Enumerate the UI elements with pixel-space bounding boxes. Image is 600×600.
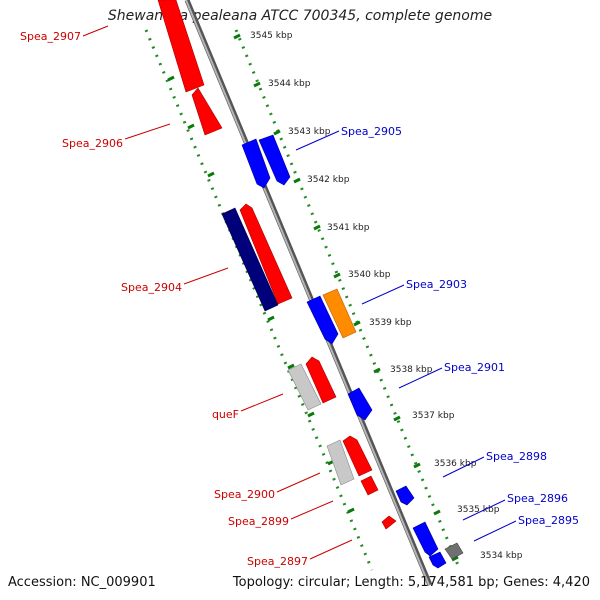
kbp-label: 3542 kbp (307, 175, 350, 185)
kbp-label: 3539 kbp (369, 318, 412, 328)
gene-arrow-spea-2905-b[interactable] (258, 134, 291, 186)
backbone (184, 0, 433, 586)
kbp-label: 3534 kbp (480, 551, 523, 561)
gene-label-spea-2906[interactable]: Spea_2906 (62, 137, 123, 150)
gene-arrow-spea-2903-orange[interactable] (322, 288, 357, 339)
kbp-label: 3536 kbp (434, 459, 477, 469)
gene-arrow-spea-2895-blue[interactable] (428, 551, 447, 569)
ruler-lanes (144, 29, 462, 571)
kbp-tick-minor (347, 507, 355, 514)
genome-summary-text: Topology: circular; Length: 5,174,581 bp… (232, 575, 590, 590)
gene-arrow-spea-2896[interactable] (412, 521, 439, 557)
kbp-tick (313, 224, 321, 231)
gene-label-spea-2903[interactable]: Spea_2903 (406, 278, 467, 291)
leader-line (276, 472, 321, 493)
left-lane-line (144, 29, 374, 571)
leader-line (124, 123, 171, 140)
gene-arrow-spea-2900-red[interactable] (342, 435, 373, 477)
leader-line (361, 284, 405, 305)
kbp-label: 3540 kbp (348, 270, 391, 280)
kbp-label: 3545 kbp (250, 31, 293, 41)
gene-arrow-quef-gray[interactable] (287, 363, 322, 411)
kbp-label: 3538 kbp (390, 365, 433, 375)
kbp-tick-minor (207, 171, 215, 178)
gene-arrow-spea-2905-a[interactable] (241, 138, 271, 189)
kbp-tick-minor (267, 315, 275, 322)
gene-label-quef[interactable]: queF (212, 408, 239, 421)
gene-label-spea-2907[interactable]: Spea_2907 (20, 30, 81, 43)
leader-line (309, 539, 353, 560)
kbp-ticks (167, 33, 459, 562)
gene-label-spea-2905[interactable]: Spea_2905 (341, 125, 402, 138)
accession-text: Accession: NC_009901 (8, 575, 156, 590)
kbp-label: 3544 kbp (268, 79, 311, 89)
kbp-tick-minor (307, 411, 315, 418)
kbp-tick (373, 367, 381, 374)
gene-label-spea-2895[interactable]: Spea_2895 (518, 514, 579, 527)
gene-arrow-quef-red[interactable] (305, 356, 337, 404)
kbp-label: 3537 kbp (412, 411, 455, 421)
leader-line (473, 520, 517, 542)
leader-line (240, 393, 284, 412)
leader-line (82, 25, 109, 37)
kbp-tick (353, 320, 361, 327)
gene-arrow-spea-2903-blue[interactable] (306, 295, 339, 345)
kbp-tick (293, 177, 301, 184)
gene-label-spea-2898[interactable]: Spea_2898 (486, 450, 547, 463)
gene-features (157, 0, 464, 569)
kbp-tick (451, 555, 459, 562)
gene-label-spea-2897[interactable]: Spea_2897 (247, 555, 308, 568)
gene-arrow-spea-2907[interactable] (157, 0, 205, 93)
leader-line (295, 130, 340, 151)
kbp-tick (393, 415, 401, 422)
left-gene-labels: Spea_2907 Spea_2906 Spea_2904 queF Spea_… (20, 30, 308, 568)
gene-arrow-spea-2906[interactable] (191, 87, 223, 136)
genome-title: Shewanella pealeana ATCC 700345, complet… (107, 8, 493, 24)
leader-line (442, 456, 485, 478)
gene-arrow-spea-2895-gray[interactable] (444, 542, 464, 560)
leader-line (398, 367, 443, 389)
kbp-label: 3541 kbp (327, 223, 370, 233)
leader-lines (82, 25, 517, 560)
gene-arrow-spea-2904-navy[interactable] (221, 207, 279, 312)
kbp-tick (253, 81, 261, 88)
kbp-label: 3535 kbp (457, 505, 500, 515)
gene-label-spea-2901[interactable]: Spea_2901 (444, 361, 505, 374)
kbp-tick (413, 462, 421, 469)
kbp-label: 3543 kbp (288, 127, 331, 137)
right-lane-line (234, 29, 462, 571)
kbp-tick (333, 272, 341, 279)
leader-line (183, 267, 229, 285)
kbp-tick (273, 129, 281, 136)
kbp-labels: 3545 kbp 3544 kbp 3543 kbp 3542 kbp 3541… (250, 31, 523, 561)
gene-arrow-spea-2898[interactable] (395, 485, 415, 506)
kbp-tick-minor (167, 75, 175, 82)
gene-label-spea-2900[interactable]: Spea_2900 (214, 488, 275, 501)
gene-arrow-spea-2900-gray[interactable] (326, 439, 355, 486)
gene-arrow-spea-2904-red[interactable] (239, 203, 293, 305)
gene-label-spea-2904[interactable]: Spea_2904 (121, 281, 182, 294)
right-gene-labels: Spea_2905 Spea_2903 Spea_2901 Spea_2898 … (341, 125, 579, 527)
gene-arrow-spea-2900-red-small[interactable] (360, 475, 379, 496)
kbp-tick-minor (287, 363, 295, 370)
leader-line (462, 499, 506, 521)
leader-line (290, 500, 334, 520)
gene-arrow-spea-2899[interactable] (381, 515, 397, 530)
gene-arrow-spea-2901[interactable] (347, 387, 373, 421)
kbp-tick (433, 509, 441, 516)
kbp-tick (233, 33, 241, 40)
kbp-tick-minor (187, 123, 195, 130)
gene-label-spea-2896[interactable]: Spea_2896 (507, 492, 568, 505)
gene-label-spea-2899[interactable]: Spea_2899 (228, 515, 289, 528)
